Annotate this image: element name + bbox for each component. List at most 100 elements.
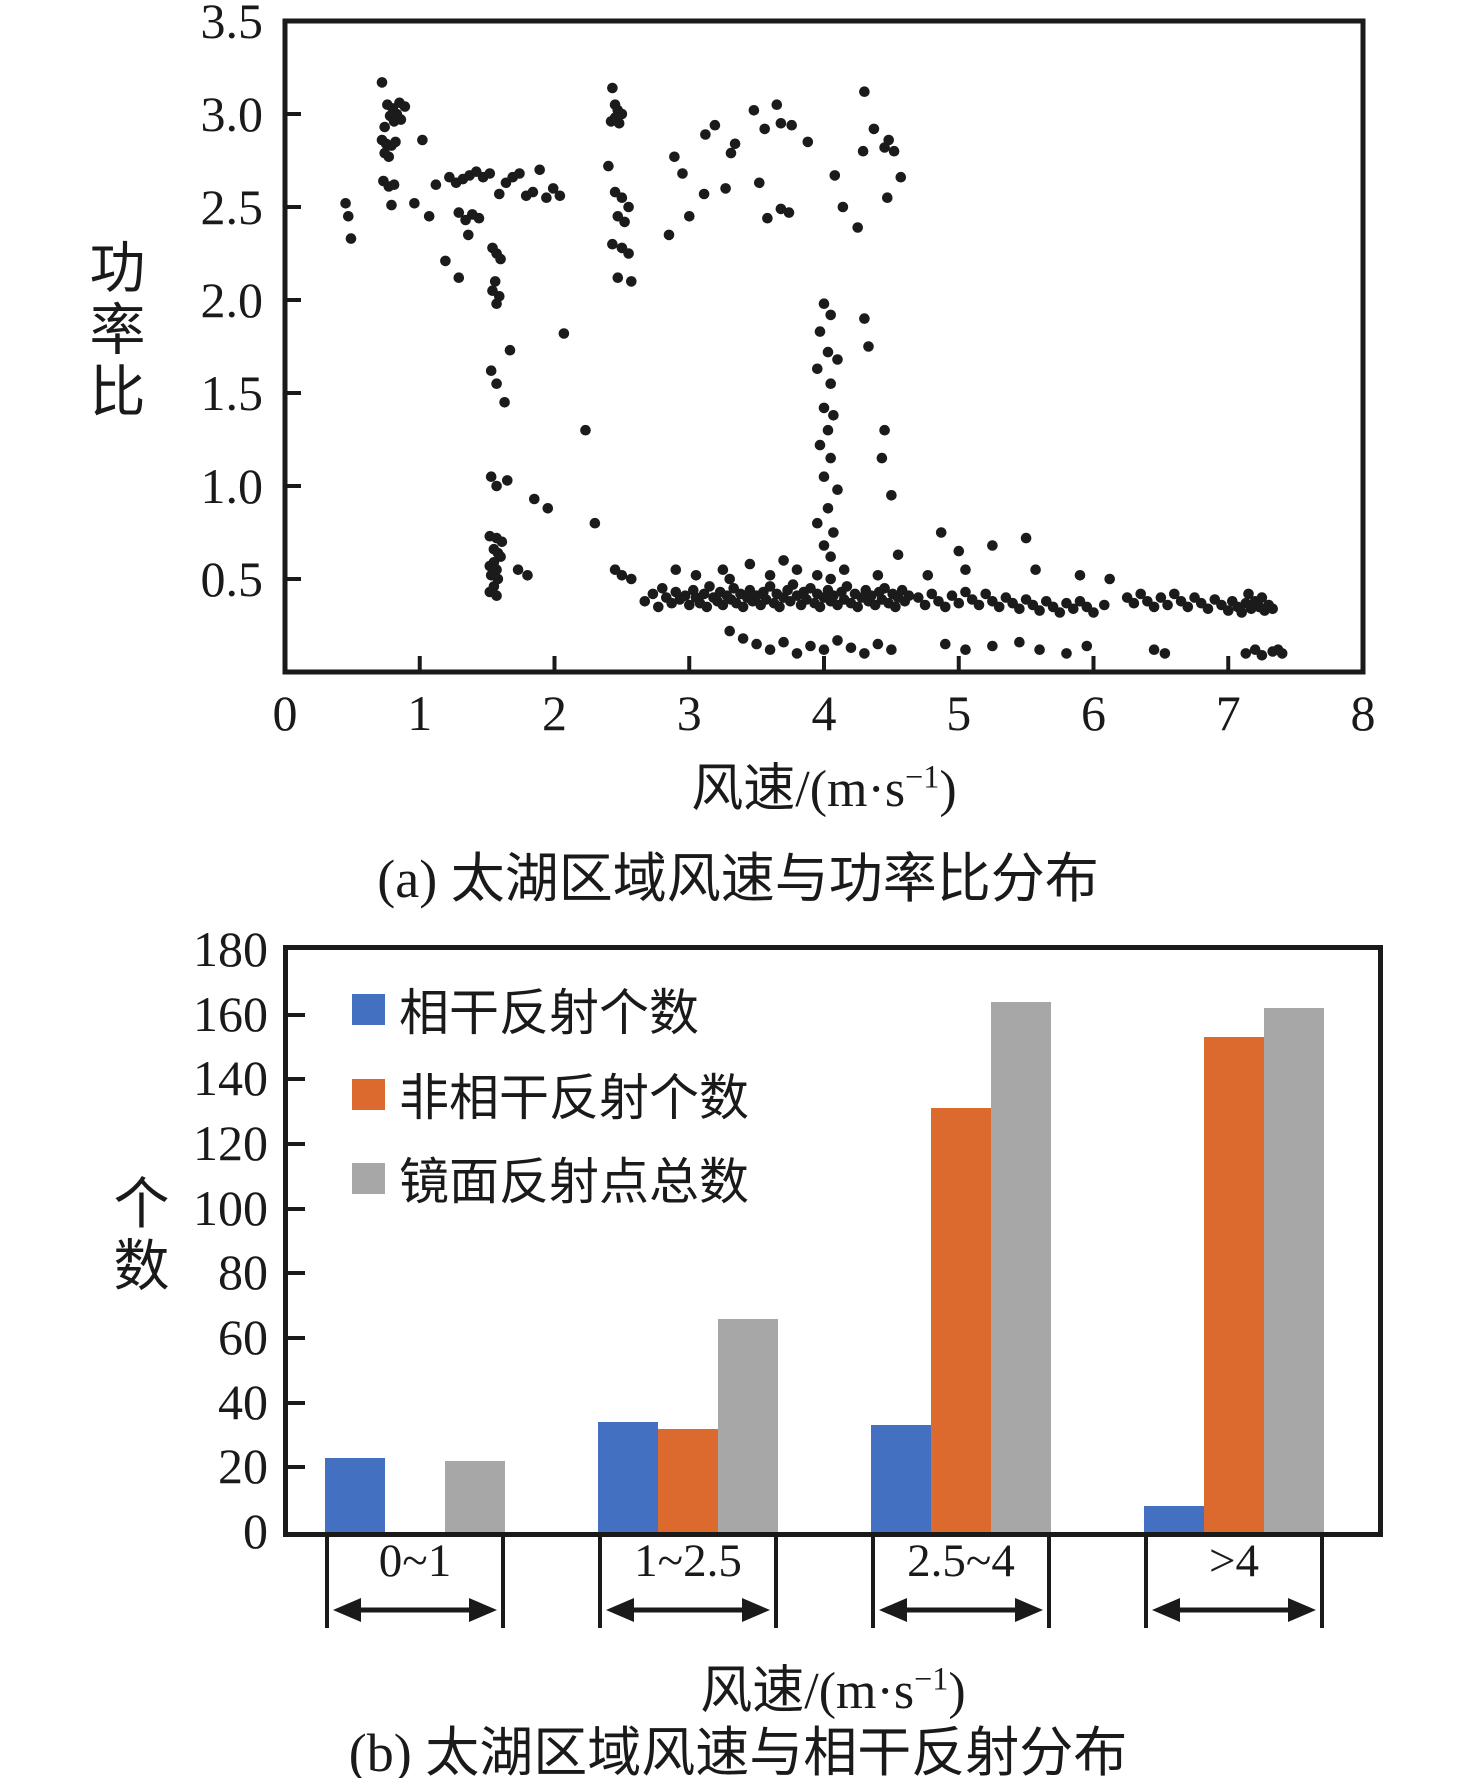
data-point — [818, 402, 830, 414]
data-point — [744, 558, 756, 570]
data-point — [626, 276, 637, 287]
x-tick-label: 1 — [407, 685, 432, 741]
data-point — [825, 452, 836, 464]
data-point — [607, 82, 618, 94]
bin-label-box: 1~2.5 — [598, 1532, 778, 1628]
data-point — [863, 341, 874, 352]
y-tick-label: 1.0 — [201, 458, 264, 514]
double-arrow-icon — [1152, 1598, 1316, 1622]
data-point — [485, 365, 497, 377]
data-point — [845, 642, 857, 654]
data-point — [801, 594, 812, 605]
scatter-plot-border — [282, 18, 1366, 675]
bar-plot: 相干反射个数 非相干反射个数 镜面反射点总数 — [283, 945, 1383, 1537]
data-point — [812, 363, 823, 375]
legend-swatch-gray — [352, 1162, 385, 1194]
data-point — [775, 118, 787, 129]
y-tick-label: 2.0 — [201, 272, 264, 328]
data-point — [754, 177, 765, 189]
data-point — [814, 601, 826, 613]
data-point — [762, 212, 773, 224]
data-point — [946, 590, 958, 601]
data-point — [619, 216, 630, 228]
data-point — [737, 601, 749, 613]
data-point — [1240, 648, 1252, 659]
data-point — [657, 583, 668, 594]
data-point — [764, 644, 776, 655]
data-point — [489, 276, 501, 287]
data-point — [534, 164, 545, 176]
data-point — [663, 229, 675, 241]
data-point — [485, 471, 497, 483]
data-point — [940, 638, 951, 650]
data-point — [616, 570, 628, 581]
scatter-plot: 0 1 2 3 4 5 6 7 8 0.5 1.0 1.5 2.0 2.5 3.0 3.5 — [201, 0, 1376, 741]
data-point — [818, 298, 830, 310]
data-point — [623, 248, 634, 259]
bar-2-group-3 — [1264, 1008, 1324, 1532]
data-point — [484, 168, 496, 179]
x-axis-title-base: 风速/(m·s — [691, 761, 906, 818]
bar-2-group-0 — [445, 1461, 505, 1532]
data-point — [960, 586, 971, 598]
data-point — [558, 328, 570, 339]
data-point — [386, 199, 397, 211]
data-point — [491, 590, 502, 601]
data-point — [1223, 605, 1234, 616]
y-tick-label: 3.0 — [201, 86, 264, 142]
data-point — [605, 116, 617, 127]
data-point — [616, 192, 628, 203]
data-point — [895, 171, 907, 183]
data-point — [760, 594, 772, 605]
data-point — [1162, 599, 1173, 611]
data-point — [859, 86, 870, 97]
data-point — [529, 493, 540, 505]
data-point — [700, 129, 711, 140]
data-point — [825, 551, 836, 562]
data-point — [679, 590, 691, 601]
y-tick-label: 0.5 — [201, 551, 264, 607]
data-point — [822, 424, 834, 436]
data-point — [607, 238, 618, 250]
data-point — [1081, 640, 1093, 652]
data-point — [1034, 605, 1045, 616]
data-point — [828, 527, 839, 538]
bin-label: 0~1 — [378, 1535, 452, 1587]
data-point — [859, 313, 870, 324]
data-point — [872, 638, 884, 650]
data-point — [973, 599, 985, 611]
bin-label: 2.5~4 — [907, 1535, 1015, 1587]
data-point — [822, 503, 834, 514]
x-tick-label: 4 — [812, 685, 837, 741]
data-point — [554, 190, 566, 202]
data-point — [589, 517, 601, 529]
x-tick-label: 7 — [1216, 685, 1241, 741]
data-point — [879, 583, 890, 594]
y-tick-label: 1.5 — [201, 365, 264, 421]
scatter-x-axis-title: 风速/(m·s−1) — [285, 746, 1363, 821]
bar-2-group-1 — [718, 1319, 778, 1532]
data-point — [818, 644, 830, 655]
bar-0-group-0 — [325, 1458, 385, 1532]
data-point — [778, 555, 789, 566]
data-point — [1169, 588, 1180, 600]
data-point — [542, 503, 554, 514]
data-point — [876, 452, 888, 464]
data-point — [684, 599, 695, 611]
data-point — [818, 471, 830, 483]
data-point — [825, 309, 836, 321]
data-point — [787, 579, 799, 590]
data-point — [440, 255, 451, 267]
data-point — [1128, 597, 1140, 609]
data-point — [778, 636, 789, 648]
data-point — [832, 635, 843, 646]
data-point — [865, 590, 877, 601]
data-point — [791, 648, 803, 659]
scatter-y-axis-title: 功率比 — [81, 238, 143, 424]
data-point — [841, 581, 853, 592]
data-point — [502, 475, 513, 486]
bar-y-tick-label: 140 — [193, 1050, 268, 1107]
data-point — [805, 640, 816, 652]
data-point — [1088, 607, 1099, 618]
data-point — [980, 588, 991, 600]
